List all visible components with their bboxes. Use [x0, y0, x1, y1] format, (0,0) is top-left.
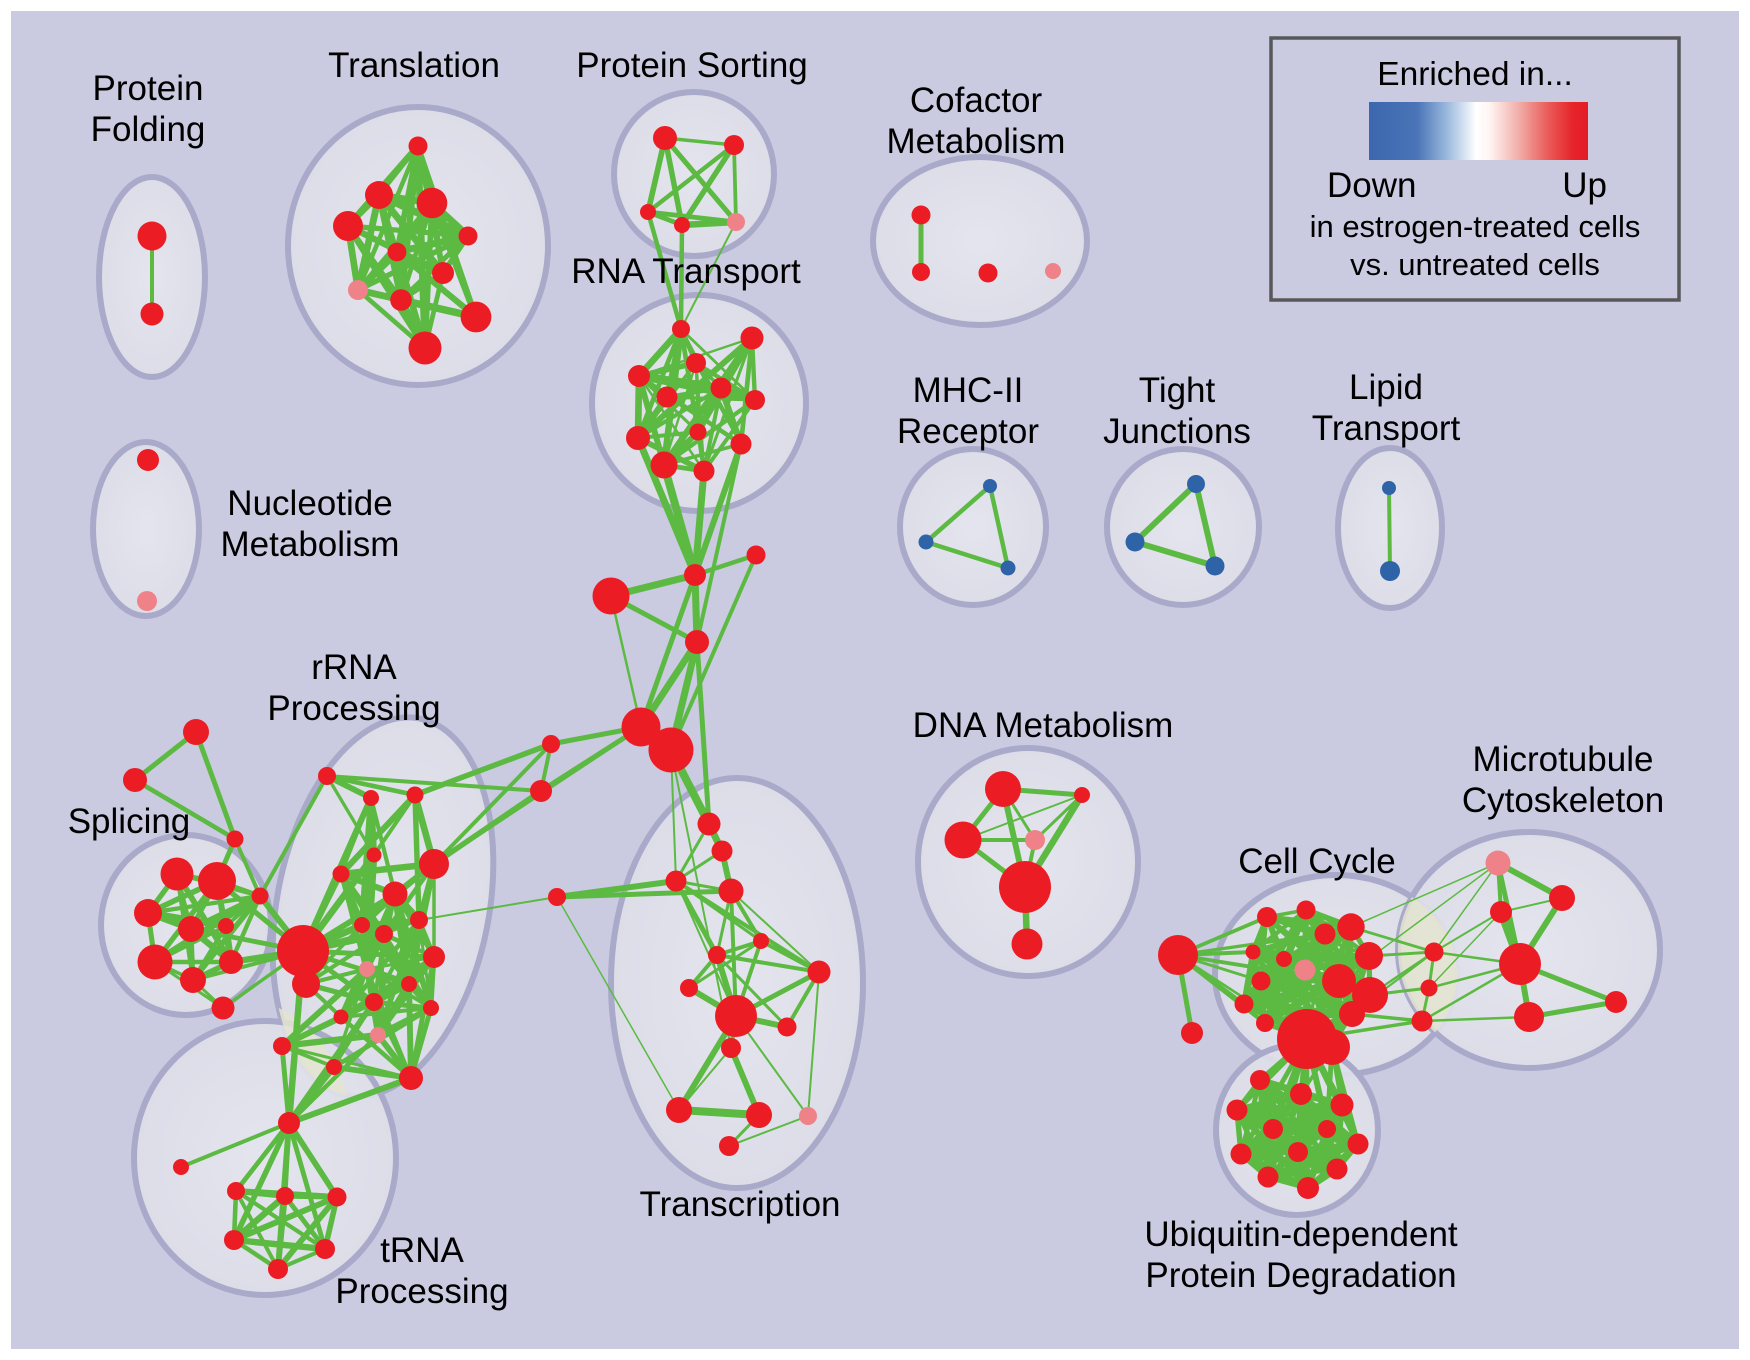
- svg-text:tRNA: tRNA: [380, 1231, 464, 1270]
- svg-text:Enriched in...: Enriched in...: [1377, 56, 1573, 93]
- svg-text:Tight: Tight: [1139, 371, 1216, 410]
- svg-text:Nucleotide: Nucleotide: [227, 484, 392, 523]
- svg-text:Processing: Processing: [335, 1272, 508, 1311]
- svg-text:Cofactor: Cofactor: [910, 81, 1043, 120]
- svg-text:rRNA: rRNA: [311, 648, 397, 687]
- svg-text:DNA Metabolism: DNA Metabolism: [913, 706, 1174, 745]
- svg-text:Transport: Transport: [1312, 409, 1461, 448]
- svg-text:Cytoskeleton: Cytoskeleton: [1462, 781, 1664, 820]
- svg-text:RNA Transport: RNA Transport: [571, 252, 801, 291]
- svg-text:vs. untreated cells: vs. untreated cells: [1350, 247, 1600, 282]
- svg-text:Splicing: Splicing: [68, 802, 191, 841]
- svg-text:Down: Down: [1327, 166, 1416, 205]
- svg-text:Protein Degradation: Protein Degradation: [1145, 1256, 1456, 1295]
- svg-text:Junctions: Junctions: [1103, 412, 1251, 451]
- svg-text:Processing: Processing: [267, 689, 440, 728]
- svg-text:Up: Up: [1562, 166, 1607, 205]
- svg-text:Receptor: Receptor: [897, 412, 1039, 451]
- svg-text:Protein: Protein: [93, 69, 204, 108]
- svg-text:Protein Sorting: Protein Sorting: [576, 46, 808, 85]
- svg-text:Cell Cycle: Cell Cycle: [1238, 842, 1396, 881]
- svg-text:Lipid: Lipid: [1349, 368, 1423, 407]
- svg-text:Metabolism: Metabolism: [887, 122, 1066, 161]
- svg-text:Translation: Translation: [328, 46, 500, 85]
- svg-text:MHC-II: MHC-II: [913, 371, 1024, 410]
- svg-text:Metabolism: Metabolism: [221, 525, 400, 564]
- svg-text:Transcription: Transcription: [640, 1185, 841, 1224]
- svg-text:in estrogen-treated cells: in estrogen-treated cells: [1310, 209, 1641, 244]
- svg-text:Microtubule: Microtubule: [1473, 740, 1654, 779]
- svg-text:Folding: Folding: [91, 110, 206, 149]
- svg-text:Ubiquitin-dependent: Ubiquitin-dependent: [1144, 1215, 1458, 1254]
